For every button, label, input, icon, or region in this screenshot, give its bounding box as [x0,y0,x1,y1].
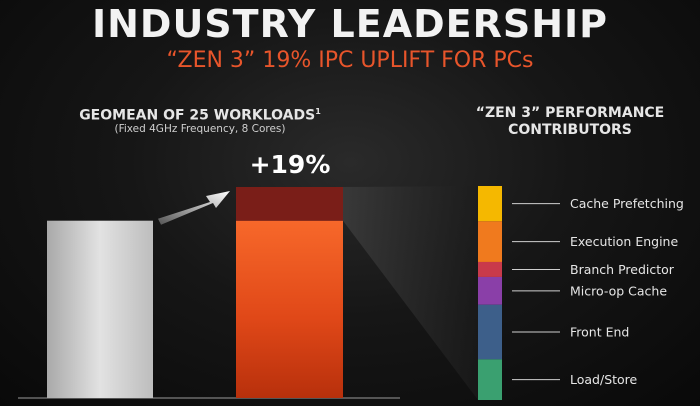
contributor-segment-front-end [478,304,502,360]
left-panel-heading: GEOMEAN OF 25 WORKLOADS1 [60,107,340,124]
contributor-segment-micro-op-cache [478,276,502,305]
left-heading-text: GEOMEAN OF 25 WORKLOADS [79,107,316,124]
left-panel-subheading: (Fixed 4GHz Frequency, 8 Cores) [114,123,286,135]
contributor-label-branch-predictor: Branch Predictor [570,262,675,277]
right-heading-line1: “ZEN 3” PERFORMANCE [475,105,665,121]
contributor-label-cache-prefetching: Cache Prefetching [570,196,684,211]
contributor-segment-cache-prefetching [478,186,502,222]
bar-zen3-uplift [236,187,343,221]
page-title: INDUSTRY LEADERSHIP [91,2,609,46]
contributor-segment-load-store [478,359,502,400]
contributor-label-micro-op-cache: Micro-op Cache [570,283,667,298]
contributor-segment-branch-predictor [478,261,502,277]
right-heading-line2: CONTRIBUTORS [508,122,632,138]
contributor-label-load-store: Load/Store [570,372,638,387]
contributor-label-front-end: Front End [570,325,629,340]
contributor-label-execution-engine: Execution Engine [570,234,678,249]
uplift-arrow-icon [158,191,230,225]
bar-baseline [47,220,153,398]
uplift-percent-label: +19% [249,150,331,179]
page-subtitle: “ZEN 3” 19% IPC UPLIFT FOR PCs [166,48,534,73]
bar-zen3-base [236,220,343,398]
contributors-fan [343,186,478,400]
contributor-segment-execution-engine [478,221,502,262]
right-panel-heading: “ZEN 3” PERFORMANCE CONTRIBUTORS [440,105,700,139]
footnote-mark: 1 [315,107,321,116]
